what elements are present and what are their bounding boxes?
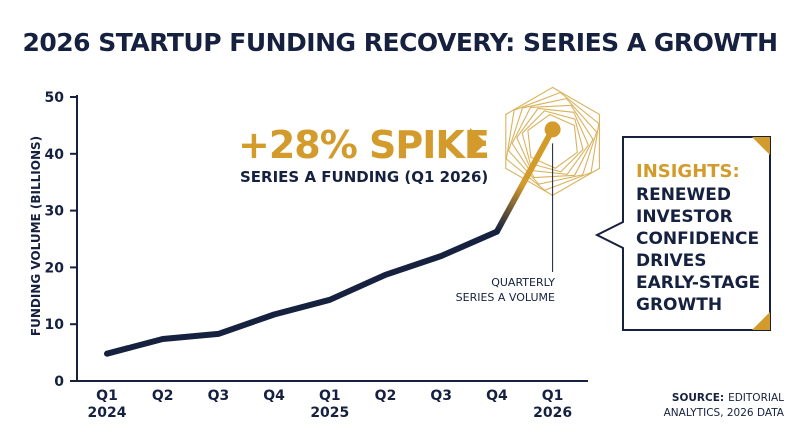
insight-line: INVESTOR — [636, 207, 733, 227]
spike-subline: SERIES A FUNDING (Q1 2026) — [240, 168, 488, 186]
callout-line-2: SERIES A VOLUME — [456, 291, 555, 304]
x-tick-year: 2025 — [310, 405, 349, 421]
x-tick-label: Q4 — [263, 388, 285, 404]
corner-accent-bottom — [752, 312, 770, 330]
insight-line: RENEWED — [636, 185, 731, 205]
x-tick-label: Q1 — [542, 388, 564, 404]
y-axis-label: FUNDING VOLUME (BILLIONS) — [29, 136, 43, 336]
source-label: SOURCE: — [672, 392, 724, 404]
source-line-1: SOURCE: EDITORIAL — [672, 392, 784, 404]
x-tick-year: 2026 — [533, 405, 572, 421]
hexagon-ring — [521, 110, 584, 173]
x-tick-label: Q3 — [430, 388, 452, 404]
insight-line: EARLY-STAGE — [636, 273, 760, 293]
y-tick-label: 20 — [45, 260, 65, 276]
series-spike-segment — [493, 126, 556, 235]
insight-line: GROWTH — [636, 295, 722, 315]
insights-heading: INSIGHTS: — [636, 161, 740, 182]
chart-title: 2026 STARTUP FUNDING RECOVERY: SERIES A … — [22, 28, 777, 57]
y-tick-label: 40 — [45, 147, 65, 163]
x-tick-year: 2024 — [88, 405, 127, 421]
insight-line: DRIVES — [636, 251, 707, 271]
x-tick-label: Q2 — [152, 388, 174, 404]
y-tick-label: 30 — [45, 204, 65, 220]
insights-frame — [594, 136, 771, 331]
corner-accent-top — [752, 137, 770, 155]
spike-headline: +28% SPIKE — [238, 123, 489, 167]
insights-box: INSIGHTS: RENEWED INVESTOR CONFIDENCE DR… — [594, 136, 771, 331]
x-tick-label: Q1 — [319, 388, 341, 404]
hexagon-ring — [505, 91, 600, 191]
hexagon-ring — [511, 104, 594, 179]
x-tick-label: Q4 — [486, 388, 508, 404]
insight-line: CONFIDENCE — [636, 229, 759, 249]
y-tick-label: 10 — [45, 317, 65, 333]
y-tick-label: 0 — [54, 374, 64, 390]
source-text-1: EDITORIAL — [728, 392, 784, 404]
source-line-2: ANALYTICS, 2026 DATA — [664, 407, 785, 419]
hexagon-ring — [527, 113, 578, 169]
hexagon-ring — [507, 97, 598, 185]
callout-line-1: QUARTERLY — [491, 276, 555, 289]
x-tick-label: Q1 — [96, 388, 118, 404]
series-line — [104, 228, 500, 357]
y-ticks: 0 10 20 30 40 50 — [45, 90, 77, 390]
highlight-point — [544, 121, 561, 138]
arrow-right-icon — [470, 128, 486, 158]
x-tick-label: Q2 — [375, 388, 397, 404]
y-tick-label: 50 — [45, 90, 65, 106]
x-tick-label: Q3 — [208, 388, 230, 404]
data-points — [106, 121, 561, 354]
